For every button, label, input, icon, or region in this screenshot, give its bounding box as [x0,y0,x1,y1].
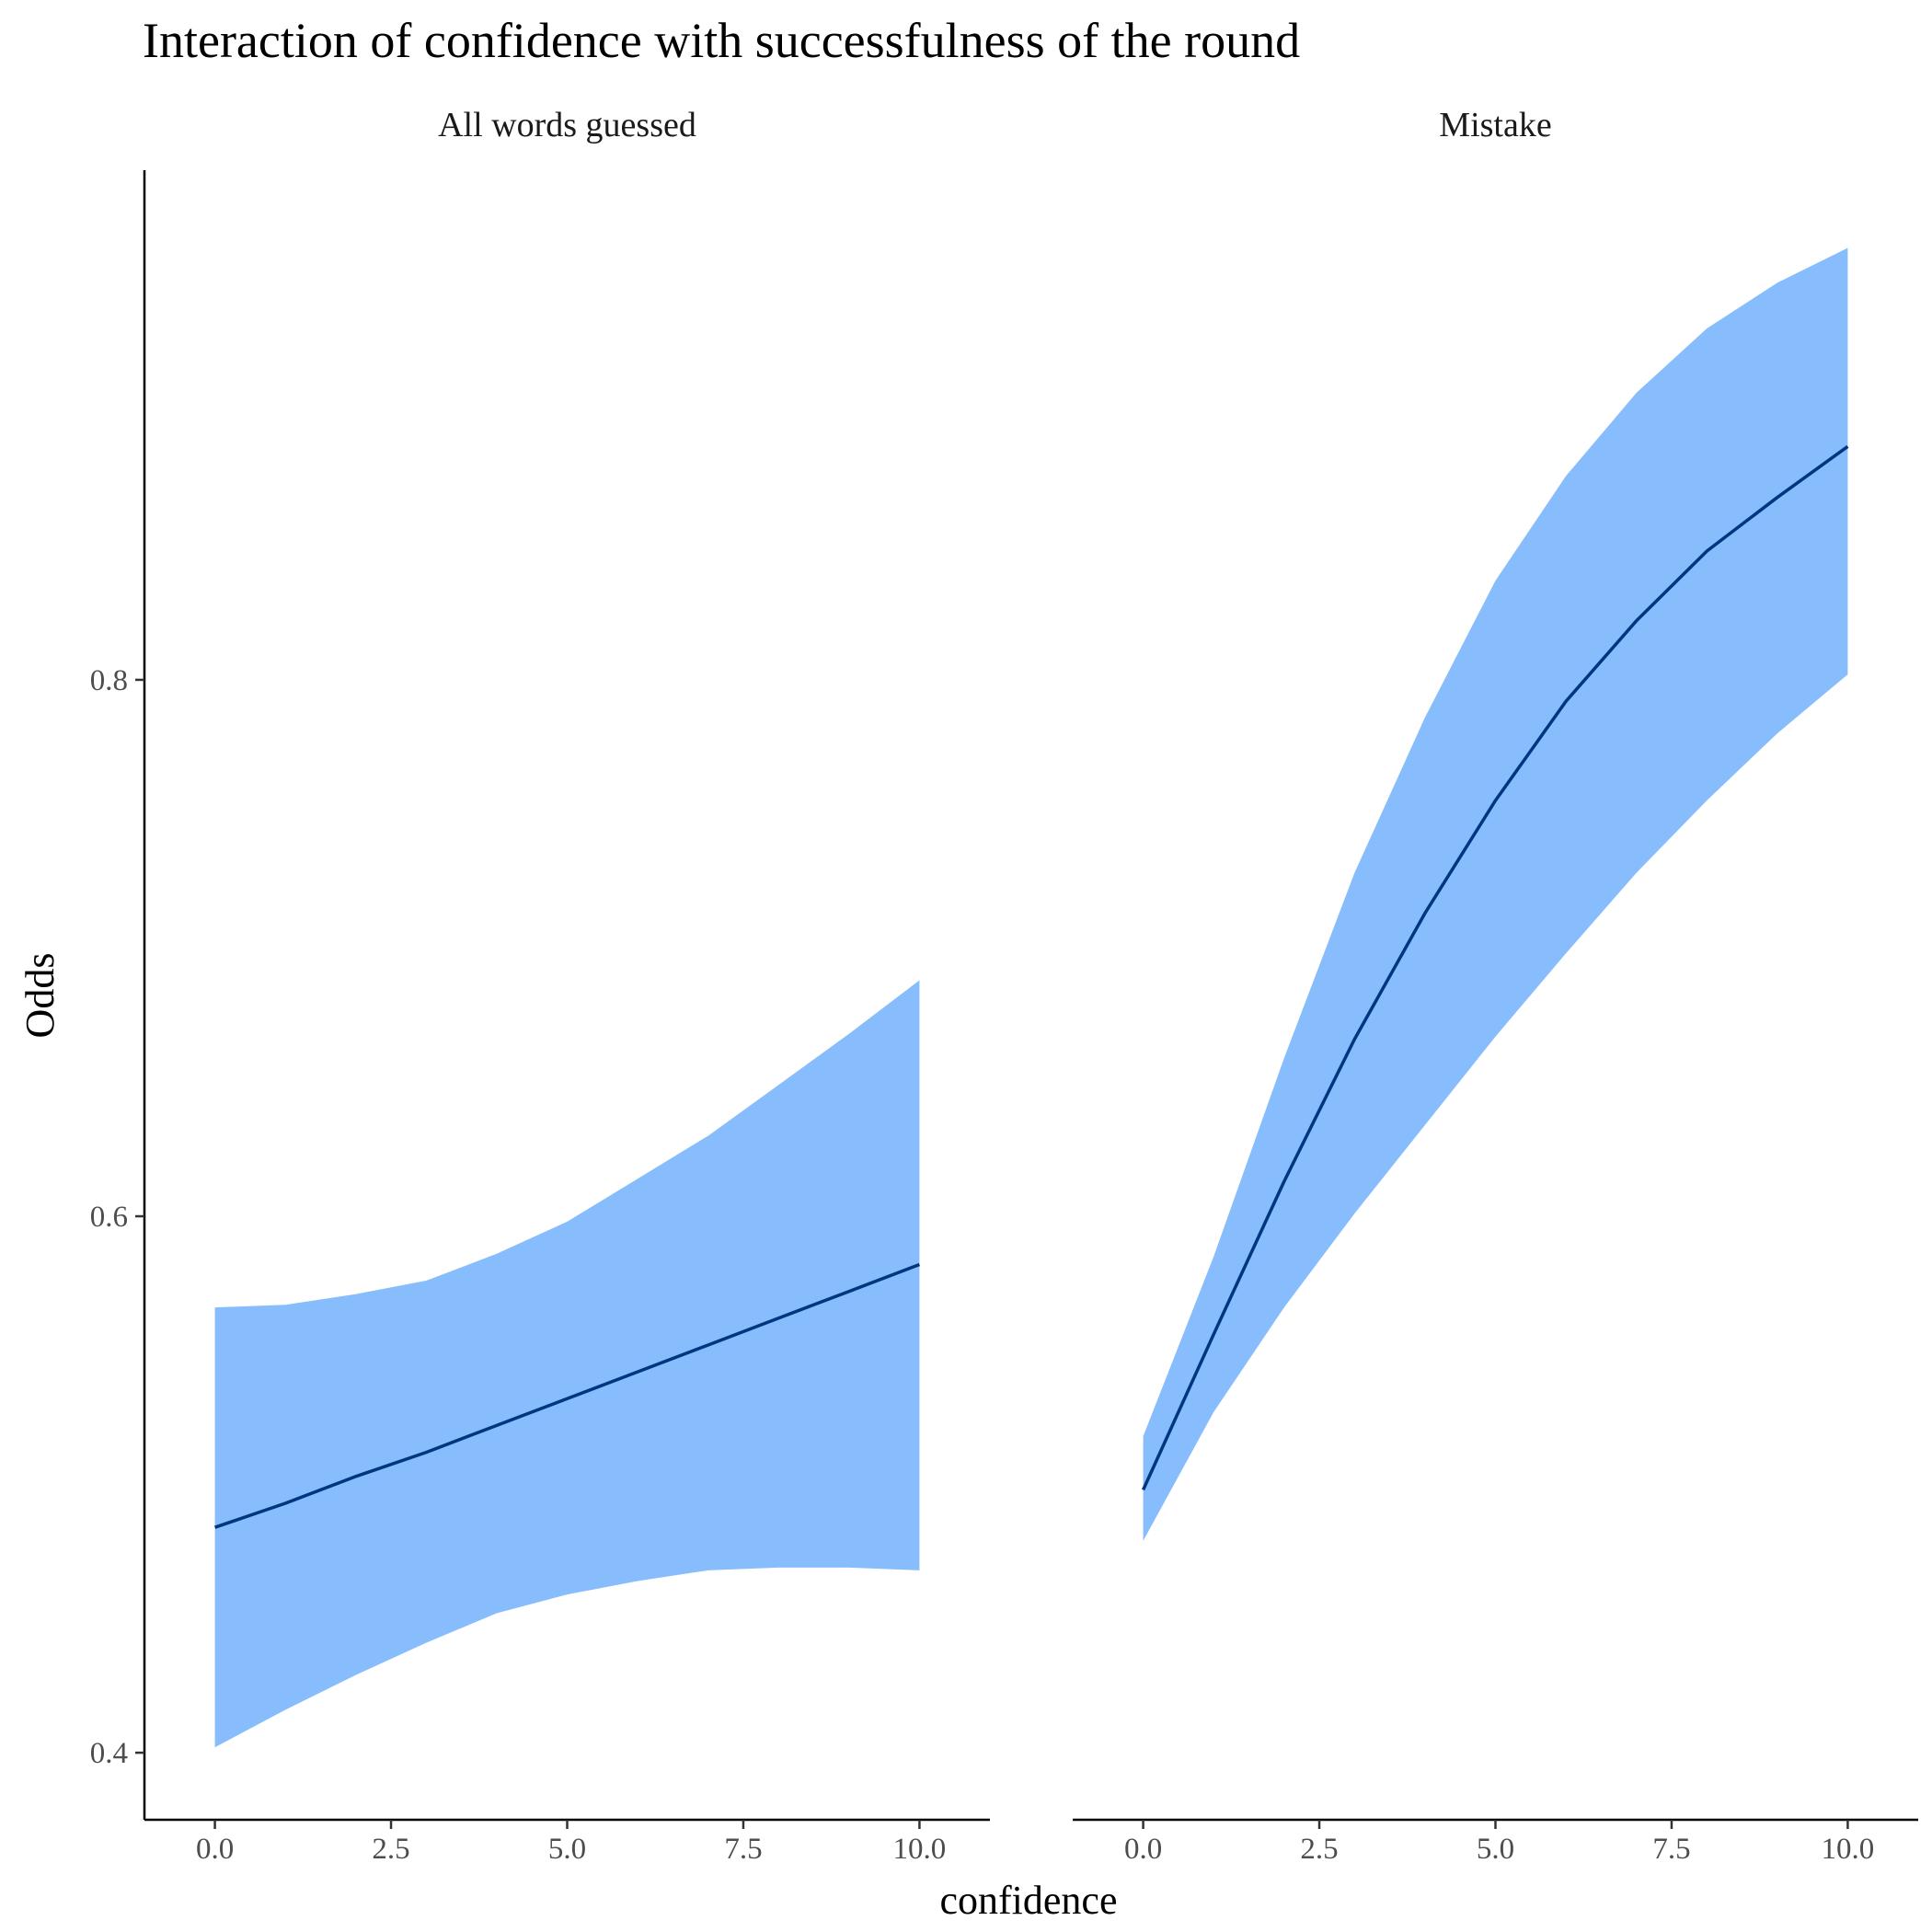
panel-strip-label: Mistake [1439,106,1551,144]
x-tick-label: 2.5 [372,1833,409,1866]
x-axis-title: confidence [940,1878,1118,1923]
chart-title: Interaction of confidence with successfu… [143,13,1300,68]
x-tick-label: 0.0 [1124,1833,1162,1866]
y-axis: 0.4 0.6 0.8 [90,170,146,1820]
y-axis-title: Odds [17,953,63,1039]
x-tick-label: 7.5 [724,1833,762,1866]
fit-line [1142,444,1849,1491]
x-tick-label: 0.0 [196,1833,234,1866]
x-tick-label: 5.0 [548,1833,586,1866]
y-tick-label: 0.8 [90,664,128,697]
panel-strip-label: All words guessed [438,106,696,144]
y-tick-label: 0.4 [90,1737,128,1770]
confidence-band [1143,247,1848,1541]
x-tick-label: 5.0 [1477,1833,1514,1866]
confidence-band [214,980,920,1748]
fit-line [214,1262,921,1529]
panel-all-words-guessed: All words guessed 0.0 2.5 5.0 7.5 10.0 [144,106,990,1866]
x-tick-label: 7.5 [1652,1833,1690,1866]
panel-mistake: Mistake 0.0 2.5 5.0 7.5 10.0 [1073,106,1918,1866]
y-tick-label: 0.6 [90,1201,128,1234]
x-tick-label: 10.0 [893,1833,947,1866]
x-tick-label: 10.0 [1822,1833,1875,1866]
x-tick-label: 2.5 [1300,1833,1338,1866]
